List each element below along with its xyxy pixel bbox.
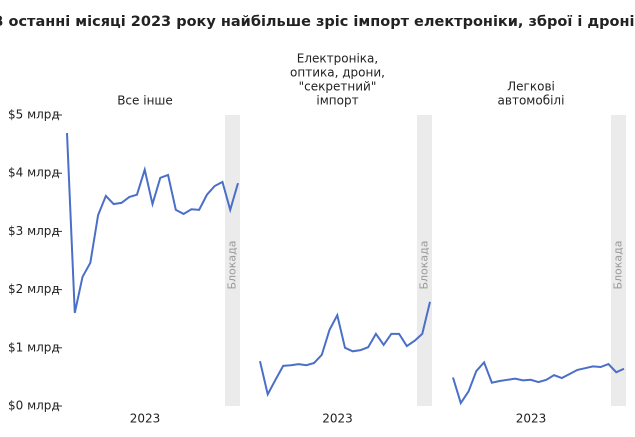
blockade-band	[611, 115, 626, 406]
band-label: Блокада	[418, 240, 431, 289]
panel-title: Електроніка,	[297, 52, 378, 66]
x-axis-label: 2023	[130, 412, 161, 426]
band-label: Блокада	[226, 240, 239, 289]
panel-title: Легкові	[507, 80, 555, 94]
x-axis-label: 2023	[516, 412, 547, 426]
chart-title: В останні місяці 2023 року найбільше зрі…	[0, 14, 635, 30]
panel-title: імпорт	[316, 94, 358, 108]
panel-title: оптика, дрони,	[290, 66, 385, 80]
panel-title: Все інше	[117, 94, 173, 108]
y-tick-label: $3 млрд	[8, 224, 60, 238]
panel-title: "секретний"	[299, 80, 377, 94]
line	[259, 301, 431, 398]
y-tick-label: $2 млрд	[8, 282, 60, 296]
band-label: Блокада	[612, 240, 625, 289]
y-tick-label: $1 млрд	[8, 340, 60, 354]
line	[66, 132, 239, 314]
x-axis-label: 2023	[322, 412, 353, 426]
y-tick-label: $0 млрд	[8, 399, 60, 413]
line	[452, 360, 625, 406]
y-tick-label: $4 млрд	[8, 166, 60, 180]
blockade-band	[417, 115, 432, 406]
panel-title: автомобілі	[498, 94, 565, 108]
y-tick-label: $5 млрд	[8, 108, 60, 122]
